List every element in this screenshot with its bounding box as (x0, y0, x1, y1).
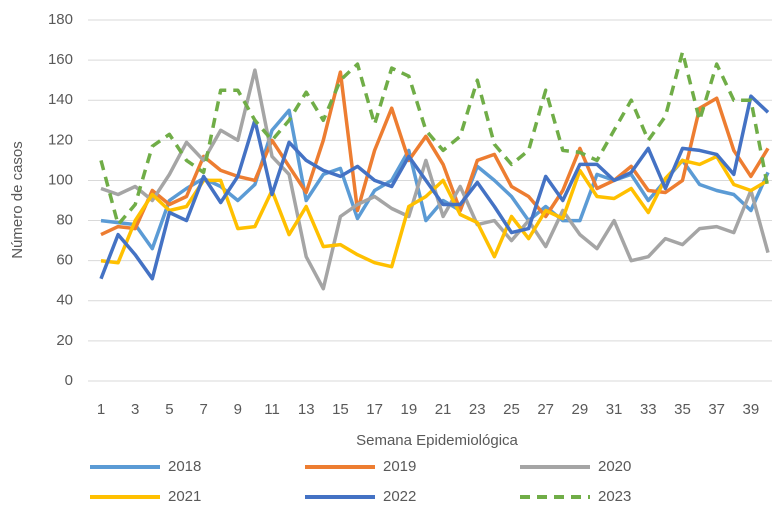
x-tick-label: 39 (743, 401, 760, 418)
legend-label: 2018 (168, 458, 201, 475)
x-tick-label: 25 (503, 401, 520, 418)
y-tick-label: 120 (48, 131, 73, 148)
x-axis-title: Semana Epidemiológica (356, 432, 518, 449)
x-tick-label: 19 (401, 401, 418, 418)
x-tick-label: 23 (469, 401, 486, 418)
x-tick-label: 15 (332, 401, 349, 418)
x-tick-label: 35 (674, 401, 691, 418)
x-tick-label: 1 (97, 401, 105, 418)
y-tick-label: 160 (48, 51, 73, 68)
legend-label: 2019 (383, 458, 416, 475)
x-tick-label: 27 (537, 401, 554, 418)
series-line (100, 154, 769, 269)
x-tick-label: 17 (366, 401, 383, 418)
y-tick-label: 40 (56, 292, 73, 309)
y-tick-label: 0 (65, 372, 73, 389)
series-line (100, 70, 770, 237)
legend-label: 2020 (598, 458, 631, 475)
x-tick-label: 11 (264, 401, 280, 418)
legend-label: 2021 (168, 488, 201, 505)
y-tick-label: 140 (48, 91, 73, 108)
y-axis-title: Número de casos (9, 141, 26, 259)
x-tick-label: 37 (708, 401, 725, 418)
y-tick-label: 180 (48, 11, 73, 28)
x-tick-label: 13 (298, 401, 315, 418)
x-tick-label: 5 (165, 401, 173, 418)
y-tick-label: 100 (48, 171, 73, 188)
series-line (99, 50, 770, 227)
x-tick-label: 31 (606, 401, 623, 418)
x-tick-label: 9 (234, 401, 242, 418)
x-tick-label: 29 (572, 401, 589, 418)
legend-label: 2022 (383, 488, 416, 505)
y-tick-label: 80 (56, 212, 73, 229)
x-tick-label: 7 (199, 401, 207, 418)
x-tick-label: 3 (131, 401, 139, 418)
y-tick-label: 60 (56, 252, 73, 269)
x-tick-label: 21 (435, 401, 452, 418)
x-tick-label: 33 (640, 401, 657, 418)
series-line (99, 94, 770, 281)
y-tick-label: 20 (56, 332, 73, 349)
legend-label: 2023 (598, 488, 631, 505)
